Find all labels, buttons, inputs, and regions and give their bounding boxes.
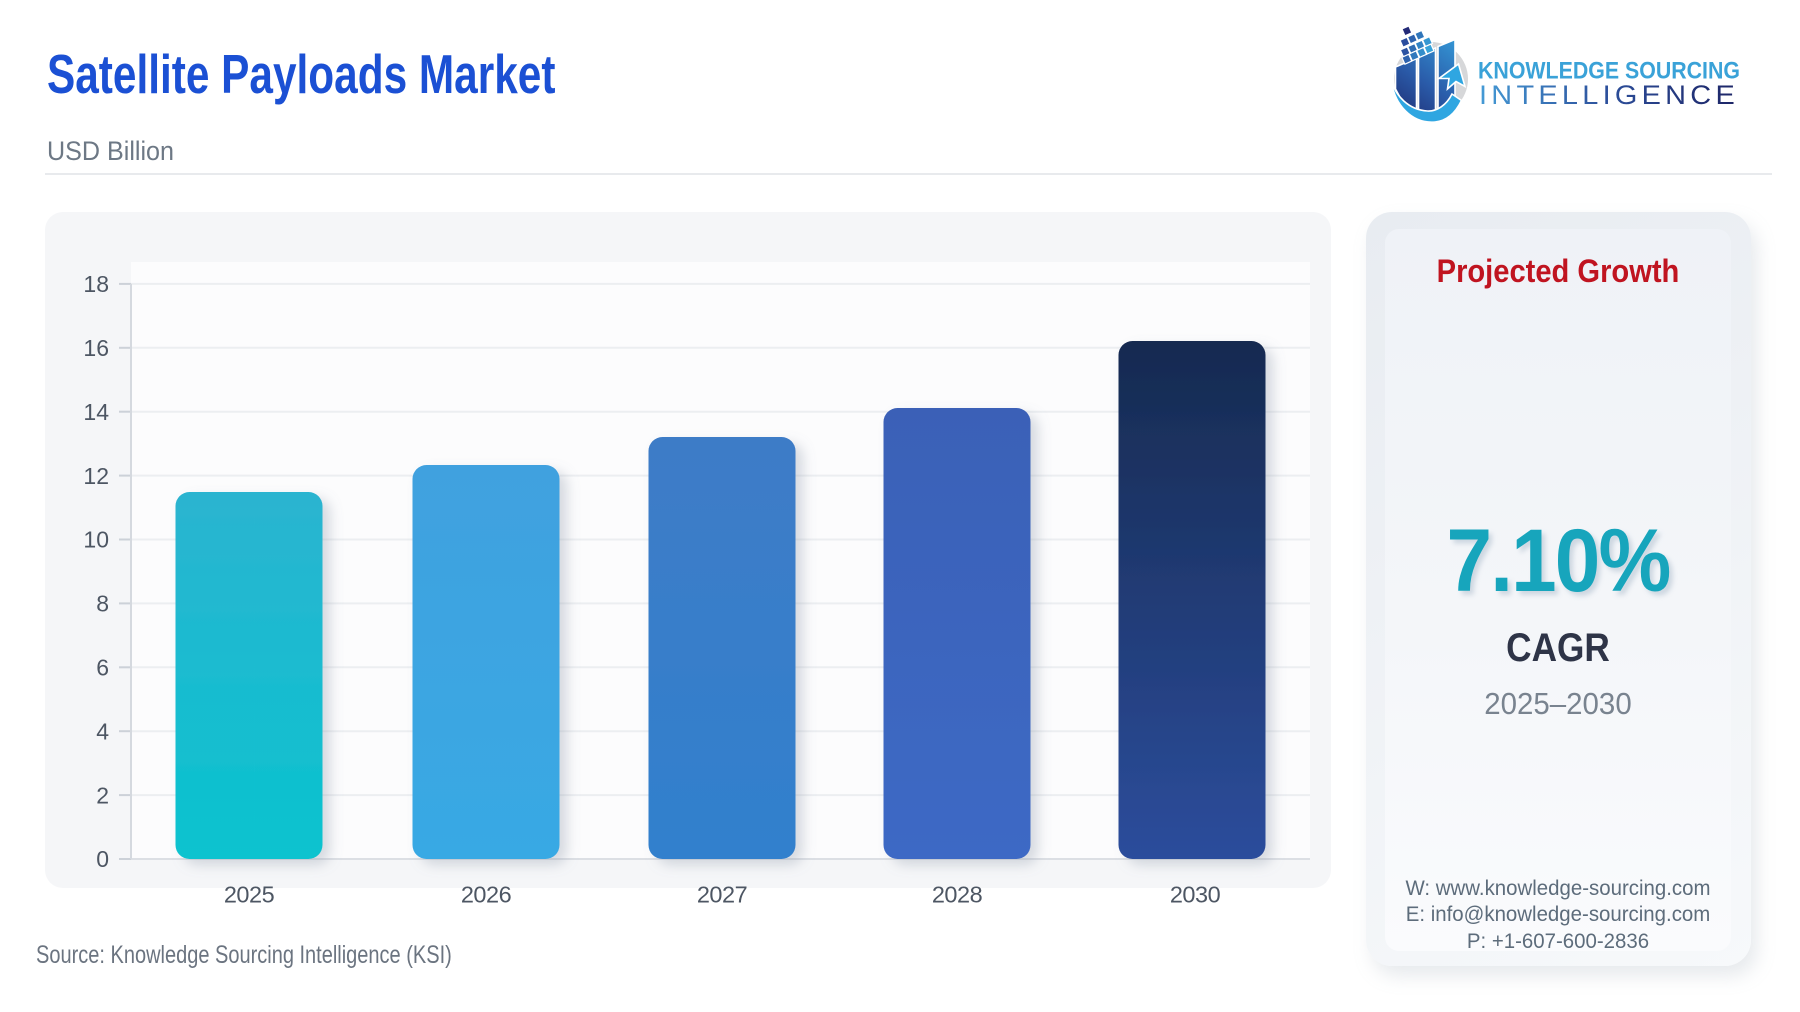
svg-text:INTELLIGENCE: INTELLIGENCE — [1479, 80, 1739, 110]
svg-text:12: 12 — [83, 463, 109, 489]
svg-text:8: 8 — [96, 591, 109, 617]
svg-text:2025: 2025 — [224, 881, 275, 907]
svg-text:4: 4 — [96, 718, 109, 744]
svg-text:14: 14 — [83, 399, 109, 425]
svg-text:18: 18 — [83, 271, 109, 297]
svg-text:2: 2 — [96, 782, 109, 808]
svg-text:2030: 2030 — [1170, 881, 1221, 907]
svg-text:KNOWLEDGE SOURCING: KNOWLEDGE SOURCING — [1478, 57, 1740, 84]
svg-text:10: 10 — [83, 527, 109, 553]
svg-text:2027: 2027 — [697, 881, 747, 907]
svg-text:2026: 2026 — [461, 881, 512, 907]
svg-text:2028: 2028 — [932, 881, 983, 907]
svg-text:16: 16 — [83, 335, 109, 361]
svg-text:6: 6 — [96, 655, 109, 681]
svg-text:0: 0 — [96, 846, 109, 872]
